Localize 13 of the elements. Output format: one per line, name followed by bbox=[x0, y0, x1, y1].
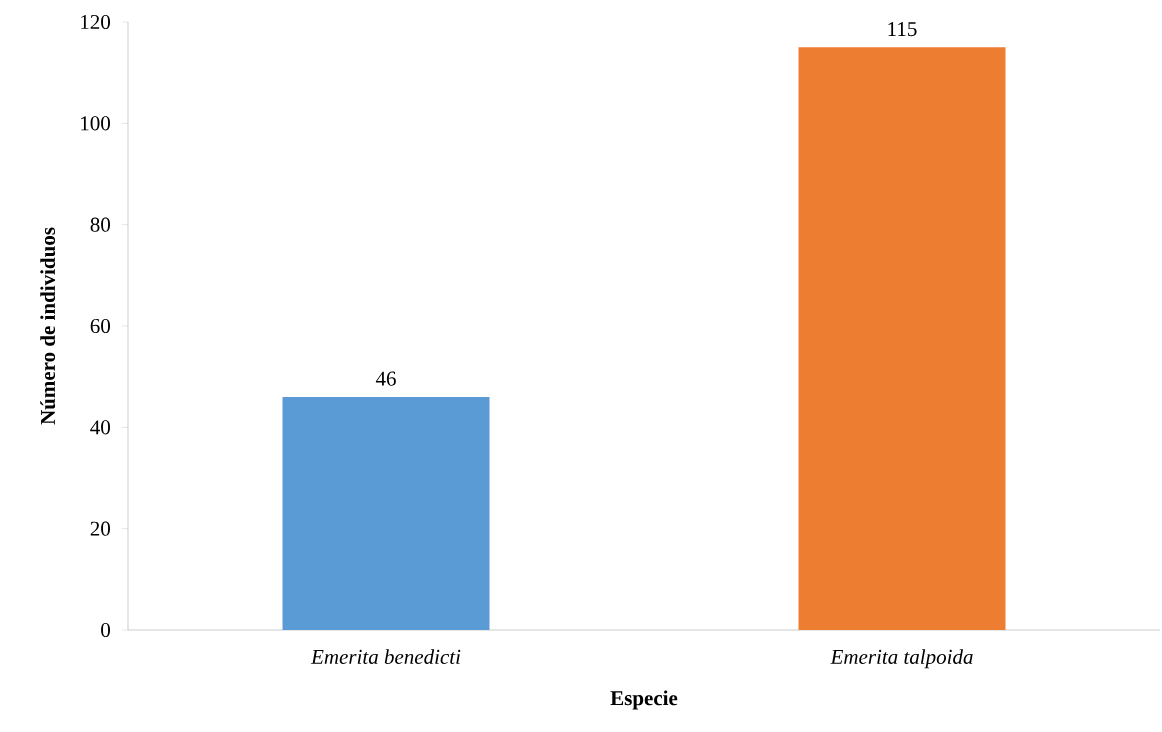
data-label: 115 bbox=[888, 22, 917, 37]
y-tick-label: 0 bbox=[101, 622, 110, 638]
y-tick-label: 100 bbox=[81, 116, 110, 131]
y-tick-label: 80 bbox=[90, 217, 110, 232]
y-tick-label: 60 bbox=[90, 318, 110, 334]
x-tick-label: Emerita talpoida bbox=[830, 649, 973, 669]
y-tick-label: 120 bbox=[81, 14, 110, 30]
data-label: 46 bbox=[375, 371, 396, 386]
x-axis-title: Especie bbox=[610, 690, 678, 710]
x-tick-label: Emerita benedicti bbox=[310, 649, 461, 664]
y-axis-title: Número de individuos bbox=[40, 227, 56, 425]
y-tick-label: 40 bbox=[90, 420, 110, 435]
y-tick-label: 20 bbox=[90, 521, 110, 536]
